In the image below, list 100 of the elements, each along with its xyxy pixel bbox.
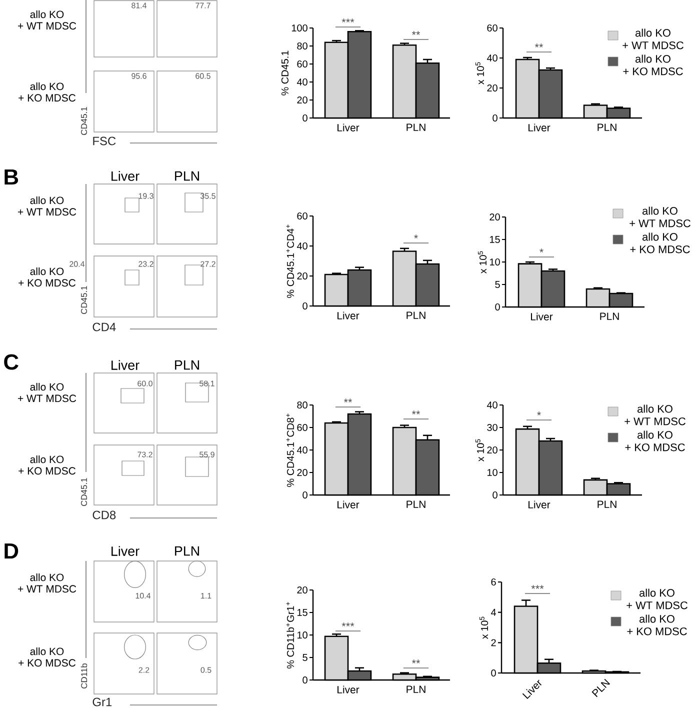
y-axis-title: x 10$^{5}$: [480, 616, 488, 640]
y-tick-label: 20: [487, 446, 498, 454]
y-tick-label: 30: [487, 424, 498, 432]
y-tick-label: 0: [302, 491, 308, 499]
text: allo KO + KO MDSC: [18, 82, 76, 102]
category-label: Liver: [112, 171, 140, 181]
text: allo KO + WT MDSC: [18, 196, 76, 216]
x-tick-label: Liver: [528, 500, 550, 508]
y-tick-label: 5: [495, 281, 500, 288]
y-tick-label: 80: [297, 42, 308, 50]
legend-label: allo KO + KO MDSC: [623, 54, 683, 76]
x-tick-label: Liver: [338, 686, 360, 694]
annotation: ***: [531, 585, 544, 589]
y-axis-title: % CD45.1: [281, 50, 288, 96]
y-tick-label: 0: [302, 114, 308, 122]
y-tick-label: 10: [297, 631, 308, 639]
text: CD45.1: [81, 286, 87, 314]
y-tick-label: 4: [491, 608, 496, 616]
y-tick-label: 20: [297, 272, 308, 280]
y-tick-label: 60: [297, 424, 308, 432]
y-tick-label: 10: [487, 468, 498, 476]
annotation: **: [412, 660, 420, 664]
y-tick-label: 100: [292, 24, 308, 32]
x-tick-label: PLN: [406, 312, 426, 319]
category-label: Liver: [112, 360, 140, 370]
x-tick-label: PLN: [406, 686, 426, 693]
y-axis-title: % CD45.1$^{+}$CD8$^{+}$: [286, 414, 294, 487]
y-tick-label: 20: [297, 586, 308, 594]
annotation: *: [540, 248, 544, 252]
y-tick-label: 40: [296, 78, 308, 86]
y-tick-label: 20: [297, 96, 308, 104]
y-tick-label: 0: [302, 676, 308, 684]
category-label: Liver: [112, 546, 140, 556]
annotation: **: [412, 410, 420, 414]
text: allo KO + WT MDSC: [18, 573, 76, 593]
text: **: [344, 398, 352, 402]
text: allo KO + KO MDSC: [18, 267, 76, 287]
y-tick-label: 40: [296, 242, 308, 250]
text: CD11b: [80, 663, 88, 688]
legend-label: allo KO + KO MDSC: [630, 232, 690, 254]
y-tick-label: 6: [491, 578, 496, 586]
text: C: [4, 354, 18, 370]
x-tick-label: PLN: [598, 124, 616, 131]
x-tick-label: PLN: [598, 500, 616, 508]
y-tick-label: 0: [302, 302, 308, 310]
y-tick-label: 0: [495, 303, 500, 311]
y-tick-label: 60: [297, 60, 308, 68]
y-axis-title: % CD11b$^{+}$Gr1$^{+}$: [286, 602, 294, 668]
text: allo KO + WT MDSC: [18, 382, 76, 402]
x-tick-label: Liver: [531, 312, 553, 320]
text: D: [4, 543, 18, 559]
y-tick-label: 40: [296, 446, 308, 454]
annotation: *: [537, 412, 541, 416]
y-axis-title: x 10$^{5}$: [478, 251, 487, 274]
y-axis-title: % CD45.1$^{+}$CD4$^{+}$: [286, 224, 294, 298]
text: Gr1: [92, 698, 112, 706]
y-tick-label: 0: [491, 669, 496, 677]
y-tick-label: 15: [297, 609, 308, 616]
x-tick-label: Liver: [338, 312, 360, 320]
x-tick-label: Liver: [528, 124, 550, 132]
legend-label: allo KO + KO MDSC: [627, 614, 687, 636]
text: CD4: [92, 322, 116, 332]
y-tick-label: 40: [486, 54, 498, 62]
y-tick-label: 0: [492, 491, 498, 499]
y-tick-label: 40: [486, 401, 498, 409]
y-tick-label: 20: [297, 468, 308, 476]
text: B: [4, 169, 18, 185]
x-tick-label: Liver: [338, 124, 360, 132]
y-tick-label: 20: [487, 84, 498, 92]
category-label: PLN: [175, 546, 199, 556]
x-tick-label: PLN: [406, 124, 426, 131]
y-tick-label: 2: [491, 639, 496, 646]
y-axis-title: x 10$^{5}$: [476, 439, 484, 462]
annotation: *: [414, 234, 418, 238]
annotation: **: [412, 31, 420, 35]
text: CD45.1: [81, 107, 87, 135]
text: allo KO + WT MDSC: [18, 10, 76, 30]
legend-label: allo KO + KO MDSC: [625, 430, 685, 452]
text: FSC: [93, 136, 116, 146]
text: allo KO + KO MDSC: [18, 647, 76, 667]
x-tick-label: PLN: [406, 500, 426, 508]
y-tick-label: 10: [490, 258, 500, 266]
text: allo KO + KO MDSC: [18, 455, 76, 475]
y-tick-label: 60: [487, 24, 498, 32]
text: CD45.1: [81, 478, 87, 506]
annotation: **: [534, 44, 544, 48]
category-label: PLN: [175, 360, 199, 370]
text: CD8: [92, 510, 116, 520]
y-axis-title: x 10$^{5}$: [476, 62, 484, 84]
y-tick-label: 80: [297, 401, 308, 409]
y-tick-label: 0: [492, 114, 498, 122]
x-tick-label: Liver: [338, 500, 360, 508]
y-tick-label: 15: [490, 236, 500, 243]
y-tick-label: 20: [490, 213, 500, 221]
y-tick-label: 60: [297, 212, 308, 220]
y-tick-label: 5: [302, 654, 308, 661]
x-tick-label: PLN: [600, 312, 619, 320]
annotation: ***: [342, 622, 354, 626]
category-label: PLN: [175, 171, 199, 181]
text: ***: [342, 18, 354, 22]
